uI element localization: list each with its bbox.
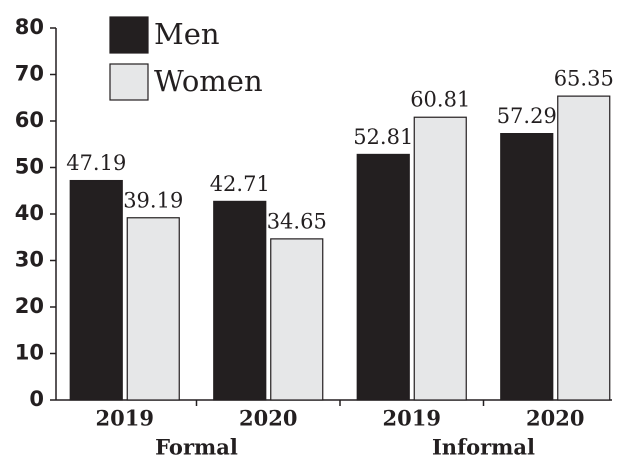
x-tick-label: 2020: [239, 406, 297, 431]
legend-label: Men: [154, 17, 220, 51]
value-label: 65.35: [554, 67, 614, 91]
bar: [557, 95, 611, 401]
bar: [500, 133, 554, 401]
bar: [213, 200, 267, 401]
x-tick-label: 2019: [96, 406, 154, 431]
y-tick-label: 50: [15, 155, 44, 179]
y-tick-label: 10: [15, 341, 44, 365]
y-tick-label: 40: [15, 201, 44, 225]
y-tick-label: 30: [15, 248, 44, 272]
x-tick-label: 2020: [526, 406, 584, 431]
legend-label: Women: [154, 64, 263, 98]
y-tick-label: 0: [29, 387, 44, 411]
bar: [69, 179, 123, 401]
value-label: 42.71: [210, 172, 270, 196]
y-tick-label: 20: [15, 294, 44, 318]
group-label: Informal: [432, 435, 535, 460]
value-label: 57.29: [497, 104, 557, 128]
bar: [413, 116, 467, 401]
value-label: 34.65: [267, 209, 327, 233]
value-label: 47.19: [66, 151, 126, 175]
y-tick-label: 80: [15, 15, 44, 39]
legend-swatch: [109, 16, 149, 54]
bar: [126, 217, 180, 401]
y-tick-label: 60: [15, 108, 44, 132]
bar: [270, 238, 324, 401]
group-label: Formal: [155, 435, 238, 460]
value-label: 52.81: [353, 125, 413, 149]
legend-swatch: [109, 63, 149, 101]
x-tick-label: 2019: [383, 406, 441, 431]
value-label: 60.81: [410, 88, 470, 112]
y-tick-label: 70: [15, 62, 44, 86]
value-label: 39.19: [123, 188, 183, 212]
bar: [356, 153, 410, 401]
